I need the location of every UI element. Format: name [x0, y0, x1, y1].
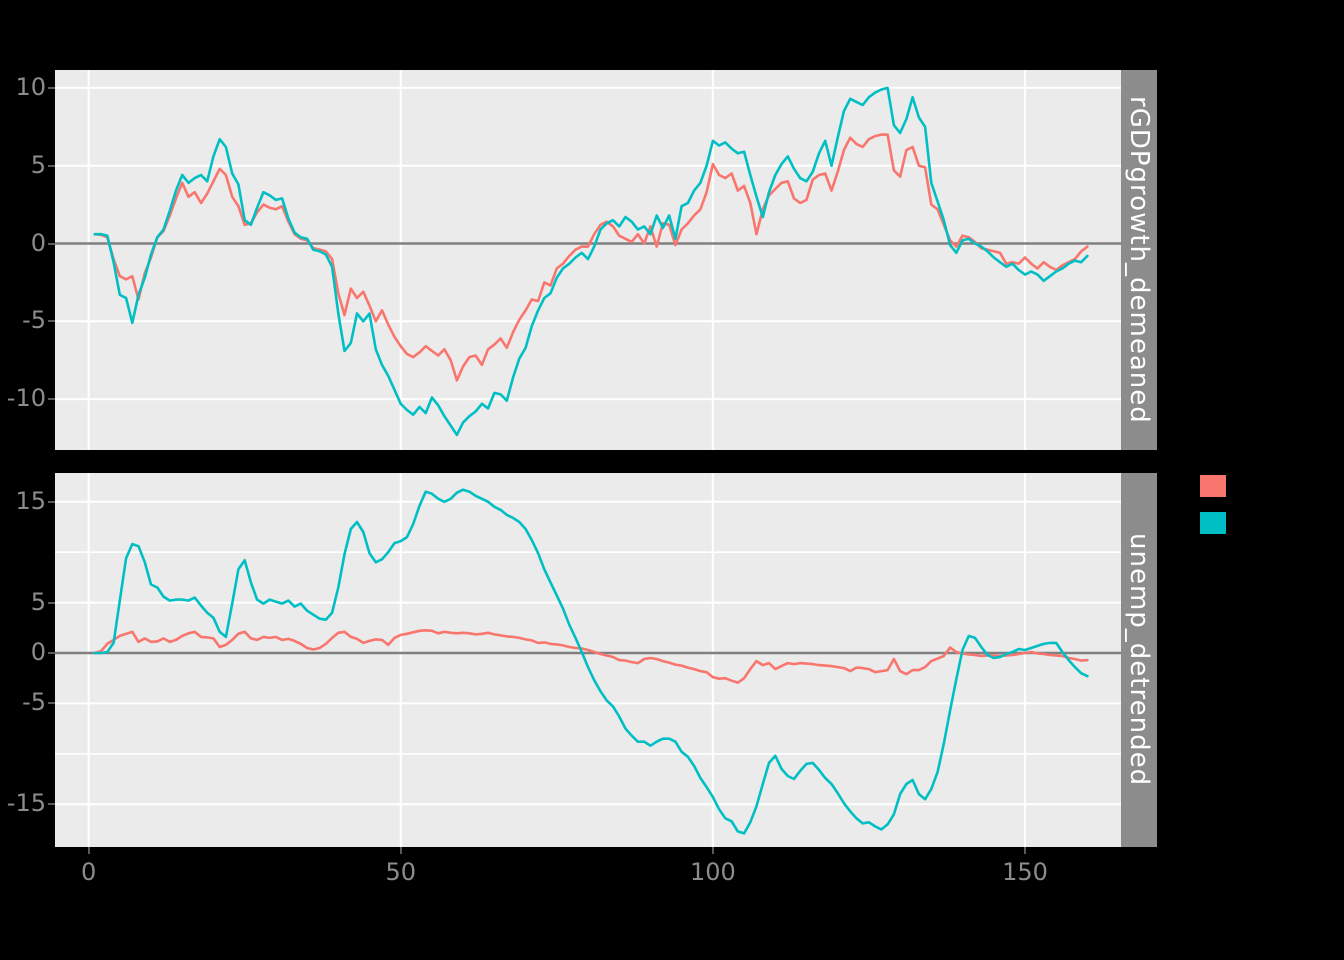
- y-tick-label: 5: [30, 587, 46, 616]
- y-tick-mark: [48, 803, 55, 806]
- facet-strip-rgdpgrowth: rGDPgrowth_demeaned: [1121, 70, 1157, 450]
- legend-key-swatch-salmon: [1200, 475, 1226, 497]
- y-tick-label: 0: [30, 228, 46, 257]
- series-salmon-line: [93, 629, 1089, 684]
- facet-strip-label-rgdpgrowth: rGDPgrowth_demeaned: [1124, 96, 1154, 424]
- x-tick-mark: [87, 847, 90, 854]
- facet-strip-unemp: unemp_detrended: [1121, 473, 1157, 847]
- y-tick-mark: [48, 320, 55, 323]
- y-tick-mark: [48, 398, 55, 401]
- x-tick-mark: [1023, 847, 1026, 854]
- panel-unemp-detrended: [55, 473, 1121, 847]
- y-tick-label: -15: [6, 789, 46, 818]
- x-tick-label: 150: [1002, 858, 1048, 886]
- panel-rgdpgrowth-demeaned: [55, 70, 1121, 450]
- x-tick-label: 100: [689, 858, 736, 886]
- y-tick-label: -10: [6, 384, 46, 413]
- series-teal-line: [93, 86, 1089, 437]
- series-salmon-line: [93, 133, 1089, 382]
- y-tick-label: -5: [22, 688, 46, 717]
- y-tick-mark: [48, 242, 55, 245]
- x-tick-label: 0: [80, 858, 97, 886]
- y-tick-mark: [48, 500, 55, 503]
- x-tick-label: 50: [385, 858, 416, 886]
- y-tick-label: 5: [30, 150, 46, 179]
- y-tick-label: -5: [22, 306, 46, 335]
- y-tick-mark: [48, 164, 55, 167]
- facet-strip-label-unemp: unemp_detrended: [1124, 533, 1154, 787]
- y-tick-label: 10: [15, 72, 46, 101]
- x-tick-mark: [711, 847, 714, 854]
- y-tick-mark: [48, 702, 55, 705]
- series-teal-line: [93, 488, 1089, 835]
- y-tick-label: 0: [30, 638, 46, 666]
- y-tick-mark: [48, 601, 55, 604]
- y-tick-label: 15: [15, 486, 46, 515]
- rgdpgrowth-plot-area: [55, 70, 1121, 450]
- unemp-plot-area: [55, 473, 1121, 847]
- panel-background: [55, 473, 1121, 847]
- y-tick-mark: [48, 86, 55, 89]
- legend-key-swatch-teal: [1200, 512, 1226, 534]
- y-tick-mark: [48, 652, 55, 654]
- x-tick-mark: [399, 847, 402, 854]
